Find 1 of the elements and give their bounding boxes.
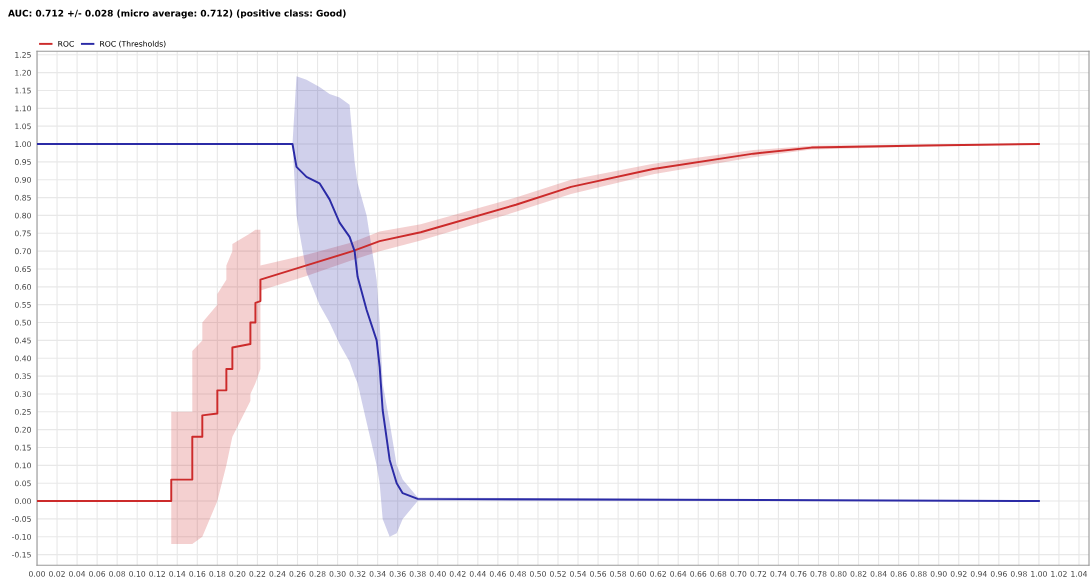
chart-title: AUC: 0.712 +/- 0.028 (micro average: 0.712) (positive class: Good) xyxy=(8,9,346,19)
